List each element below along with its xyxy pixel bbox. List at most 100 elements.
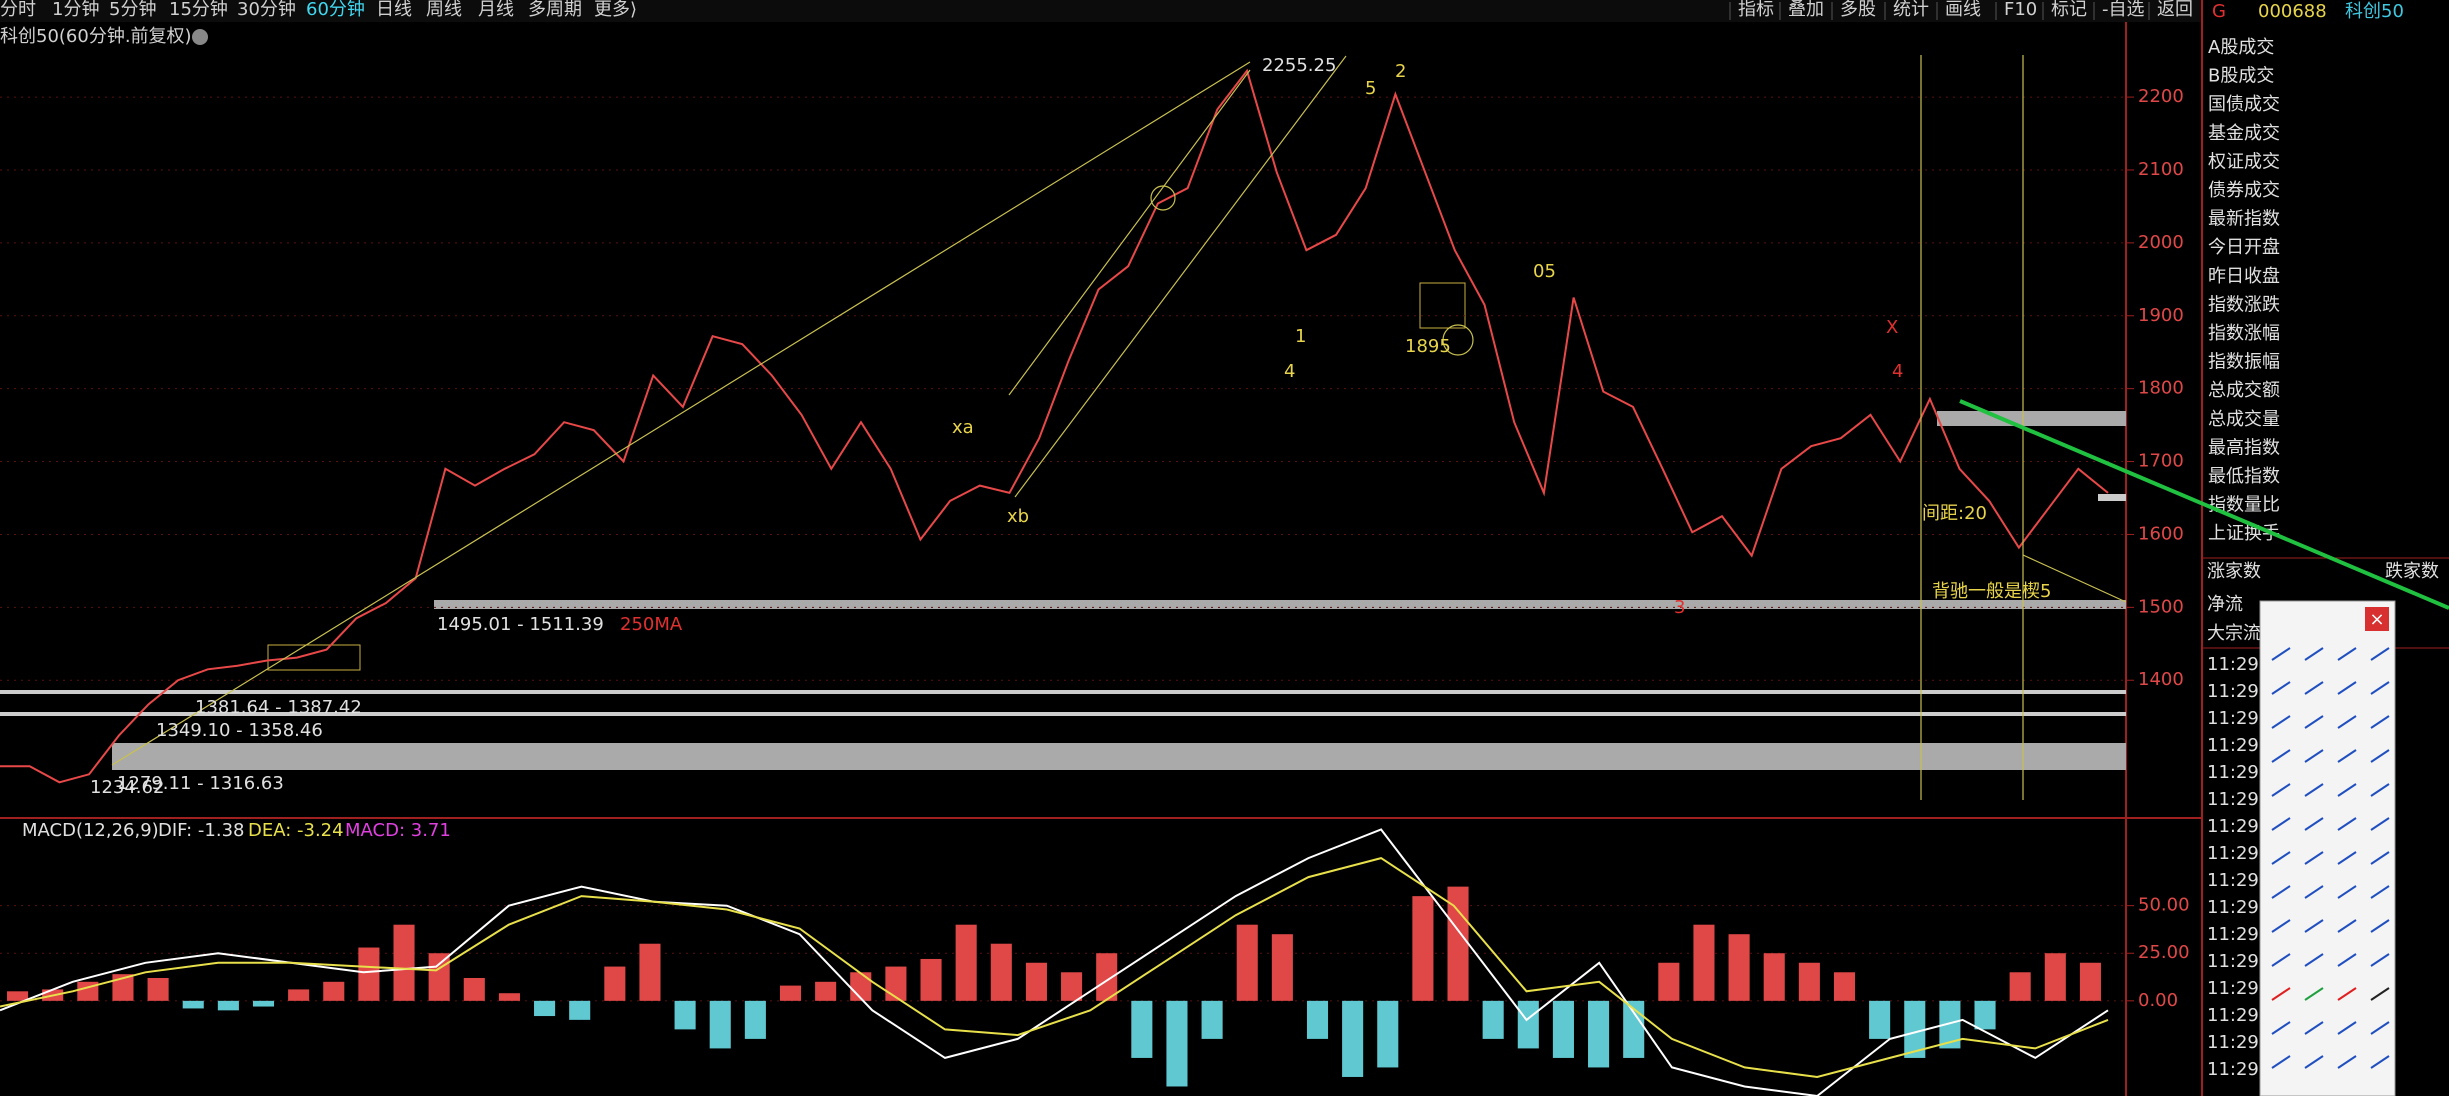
palette-icon[interactable] [2337, 987, 2357, 1001]
palette-icon[interactable] [2271, 783, 2291, 797]
palette-icon[interactable] [2370, 885, 2390, 899]
palette-icon[interactable] [2271, 715, 2291, 729]
tool-button[interactable]: 多股 [1840, 0, 1876, 20]
palette-icon[interactable] [2304, 953, 2324, 967]
macd-bar [112, 974, 134, 1001]
palette-icon[interactable] [2337, 953, 2357, 967]
palette-icon[interactable] [2271, 681, 2291, 695]
macd-bar [1236, 924, 1258, 1001]
macd-bar [1728, 934, 1750, 1001]
tool-button[interactable]: 叠加 [1788, 0, 1824, 20]
y-tick-label: 1700 [2138, 451, 2184, 472]
annotation: 背驰一般是楔5 [1932, 581, 2051, 602]
period-tab[interactable]: 更多⟩ [594, 0, 637, 20]
palette-icon[interactable] [2370, 919, 2390, 933]
palette-icon[interactable] [2304, 783, 2324, 797]
time-label: 11:29 [2207, 1005, 2259, 1026]
palette-icon[interactable] [2271, 749, 2291, 763]
period-tab[interactable]: 30分钟 [237, 0, 296, 20]
y-tick-label: 2100 [2138, 159, 2184, 180]
period-tab[interactable]: 5分钟 [109, 0, 156, 20]
period-tab[interactable]: 月线 [478, 0, 514, 20]
palette-icon[interactable] [2370, 749, 2390, 763]
palette-icon[interactable] [2271, 1055, 2291, 1069]
y-tick-label: 1900 [2138, 305, 2184, 326]
tool-button[interactable]: 指标 [1738, 0, 1774, 20]
info-label: 指数涨跌 [2208, 294, 2280, 315]
palette-icon[interactable] [2271, 987, 2291, 1001]
palette-icon[interactable] [2337, 715, 2357, 729]
palette-icon[interactable] [2304, 885, 2324, 899]
palette-icon[interactable] [2370, 647, 2390, 661]
palette-icon[interactable] [2337, 681, 2357, 695]
palette-icon[interactable] [2337, 817, 2357, 831]
palette-icon[interactable] [2337, 919, 2357, 933]
palette-icon[interactable] [2304, 681, 2324, 695]
annotation: 3 [1674, 597, 1685, 618]
palette-icon[interactable] [2370, 987, 2390, 1001]
palette-icon[interactable] [2304, 851, 2324, 865]
palette-icon[interactable] [2337, 749, 2357, 763]
period-tab[interactable]: 多周期 [528, 0, 582, 20]
palette-icon[interactable] [2337, 783, 2357, 797]
palette-icon[interactable] [2271, 919, 2291, 933]
palette-icon[interactable] [2370, 1055, 2390, 1069]
macd-bar [534, 1000, 556, 1017]
macd-bar [1798, 962, 1820, 1001]
palette-icon[interactable] [2370, 817, 2390, 831]
period-tab[interactable]: 日线 [376, 0, 412, 20]
time-label: 11:29 [2207, 681, 2259, 702]
palette-icon[interactable] [2337, 647, 2357, 661]
close-icon[interactable]: × [2369, 609, 2384, 630]
palette-icon[interactable] [2304, 715, 2324, 729]
info-label: 指数振幅 [2208, 352, 2280, 373]
tool-button[interactable]: 画线 [1945, 0, 1981, 20]
macd-bar [1869, 1000, 1891, 1039]
palette-icon[interactable] [2304, 987, 2324, 1001]
palette-icon[interactable] [2337, 851, 2357, 865]
tool-button[interactable]: F10 [2004, 0, 2037, 20]
palette-icon[interactable] [2370, 715, 2390, 729]
series-line [0, 828, 2109, 1096]
palette-icon[interactable] [2271, 953, 2291, 967]
period-tab[interactable]: 周线 [426, 0, 462, 20]
stock-name: 科创50 [2345, 1, 2404, 22]
palette-icon[interactable] [2370, 1021, 2390, 1035]
macd-bar [1693, 924, 1715, 1001]
info-label: 债券成交 [2208, 180, 2280, 201]
tool-button[interactable]: 返回 [2157, 0, 2193, 20]
time-label: 11:29 [2207, 1032, 2259, 1053]
tool-button[interactable]: 标记 [2051, 0, 2087, 20]
info-label: 权证成交 [2208, 151, 2280, 172]
macd-bar [779, 985, 802, 1001]
palette-icon[interactable] [2271, 817, 2291, 831]
palette-icon[interactable] [2271, 885, 2291, 899]
palette-icon[interactable] [2337, 885, 2357, 899]
period-tab[interactable]: 分时 [0, 0, 36, 20]
palette-icon[interactable] [2337, 1021, 2357, 1035]
palette-icon[interactable] [2304, 919, 2324, 933]
tool-button[interactable]: 统计 [1893, 0, 1929, 20]
close-button[interactable] [2365, 607, 2389, 631]
palette-icon[interactable] [2304, 1021, 2324, 1035]
period-tab[interactable]: 60分钟 [306, 0, 365, 20]
palette-icon[interactable] [2370, 783, 2390, 797]
period-tab[interactable]: 1分钟 [52, 0, 99, 20]
palette-icon[interactable] [2370, 681, 2390, 695]
annotation: 间距:20 [1922, 503, 1987, 524]
palette-icon[interactable] [2304, 749, 2324, 763]
zone-bar [434, 600, 2126, 609]
settings-icon[interactable] [192, 29, 208, 45]
palette-icon[interactable] [2271, 851, 2291, 865]
palette-icon[interactable] [2304, 647, 2324, 661]
palette-icon[interactable] [2370, 851, 2390, 865]
palette-icon[interactable] [2337, 1055, 2357, 1069]
palette-icon[interactable] [2271, 647, 2291, 661]
palette-icon[interactable] [2271, 1021, 2291, 1035]
palette-icon[interactable] [2304, 1055, 2324, 1069]
macd-bar [955, 924, 977, 1001]
period-tab[interactable]: 15分钟 [169, 0, 228, 20]
tool-button[interactable]: -自选 [2102, 0, 2145, 20]
palette-icon[interactable] [2370, 953, 2390, 967]
palette-icon[interactable] [2304, 817, 2324, 831]
